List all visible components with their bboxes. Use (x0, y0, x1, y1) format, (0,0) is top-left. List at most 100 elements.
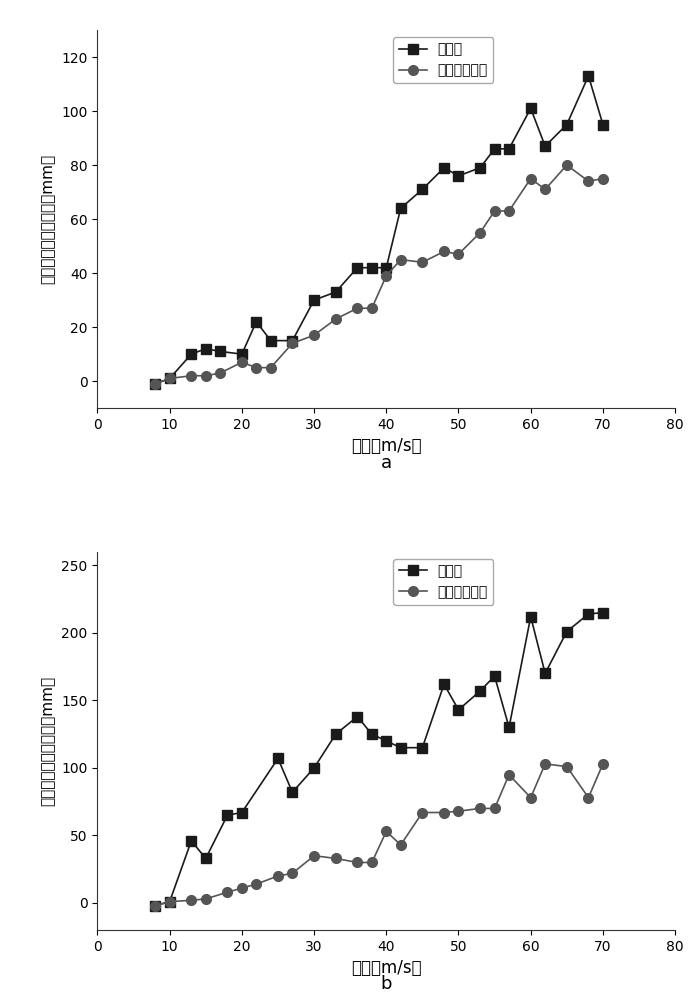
施加抗风措施 (202, 893, 210, 905)
原结构 (440, 162, 448, 174)
原结构 (267, 335, 275, 347)
Text: a: a (381, 454, 392, 472)
施加抗风措施 (267, 362, 275, 374)
施加抗风措施 (476, 802, 484, 814)
原结构 (527, 611, 535, 623)
施加抗风措施 (331, 313, 340, 325)
施加抗风措施 (288, 867, 296, 879)
施加抗风措施 (505, 205, 513, 217)
施加抗风措施 (151, 378, 159, 390)
Y-axis label: 主梁竖向位移根方差（mm）: 主梁竖向位移根方差（mm） (41, 676, 56, 806)
原结构 (454, 704, 463, 716)
施加抗风措施 (252, 878, 260, 890)
施加抗风措施 (541, 183, 549, 195)
施加抗风措施 (354, 302, 362, 314)
施加抗风措施 (527, 792, 535, 804)
施加抗风措施 (397, 839, 405, 851)
施加抗风措施 (562, 761, 571, 773)
施加抗风措施 (166, 372, 174, 384)
施加抗风措施 (187, 370, 196, 382)
原结构 (310, 762, 318, 774)
原结构 (541, 140, 549, 152)
Line: 原结构: 原结构 (150, 608, 608, 911)
施加抗风措施 (367, 856, 376, 868)
施加抗风措施 (505, 769, 513, 781)
施加抗风措施 (562, 159, 571, 171)
施加抗风措施 (354, 856, 362, 868)
原结构 (274, 752, 282, 764)
原结构 (151, 378, 159, 390)
原结构 (382, 262, 390, 274)
施加抗风措施 (252, 362, 260, 374)
原结构 (491, 143, 499, 155)
原结构 (367, 728, 376, 740)
施加抗风措施 (310, 850, 318, 862)
Legend: 原结构, 施加抗风措施: 原结构, 施加抗风措施 (393, 37, 493, 83)
原结构 (187, 835, 196, 847)
原结构 (367, 262, 376, 274)
施加抗风措施 (166, 896, 174, 908)
原结构 (151, 900, 159, 912)
施加抗风措施 (440, 245, 448, 257)
施加抗风措施 (274, 870, 282, 882)
施加抗风措施 (454, 248, 463, 260)
Line: 施加抗风措施: 施加抗风措施 (150, 160, 608, 389)
原结构 (223, 809, 232, 821)
原结构 (354, 711, 362, 723)
原结构 (397, 742, 405, 754)
原结构 (476, 685, 484, 697)
施加抗风措施 (238, 882, 246, 894)
Line: 原结构: 原结构 (150, 71, 608, 389)
原结构 (202, 852, 210, 864)
施加抗风措施 (187, 894, 196, 906)
原结构 (310, 294, 318, 306)
原结构 (288, 786, 296, 798)
施加抗风措施 (223, 886, 232, 898)
施加抗风措施 (418, 256, 427, 268)
施加抗风措施 (418, 807, 427, 819)
原结构 (527, 102, 535, 114)
施加抗风措施 (476, 227, 484, 239)
施加抗风措施 (585, 175, 593, 187)
原结构 (562, 626, 571, 638)
原结构 (202, 343, 210, 355)
Y-axis label: 主梁横向位移根方差（mm）: 主梁横向位移根方差（mm） (41, 154, 56, 284)
施加抗风措施 (541, 758, 549, 770)
施加抗风措施 (382, 825, 390, 837)
施加抗风措施 (491, 802, 499, 814)
原结构 (187, 348, 196, 360)
施加抗风措施 (397, 254, 405, 266)
原结构 (440, 678, 448, 690)
原结构 (166, 896, 174, 908)
施加抗风措施 (238, 356, 246, 368)
原结构 (476, 162, 484, 174)
施加抗风措施 (288, 337, 296, 349)
原结构 (288, 335, 296, 347)
施加抗风措施 (382, 270, 390, 282)
施加抗风措施 (585, 792, 593, 804)
施加抗风措施 (310, 329, 318, 341)
施加抗风措施 (599, 758, 607, 770)
X-axis label: 风速（m/s）: 风速（m/s） (351, 959, 422, 977)
原结构 (166, 372, 174, 384)
原结构 (216, 345, 224, 357)
施加抗风措施 (202, 370, 210, 382)
施加抗风措施 (331, 852, 340, 864)
施加抗风措施 (491, 205, 499, 217)
原结构 (454, 170, 463, 182)
Line: 施加抗风措施: 施加抗风措施 (150, 759, 608, 911)
施加抗风措施 (440, 807, 448, 819)
施加抗风措施 (599, 173, 607, 185)
原结构 (382, 735, 390, 747)
施加抗风措施 (151, 900, 159, 912)
施加抗风措施 (216, 367, 224, 379)
原结构 (491, 670, 499, 682)
Legend: 原结构, 施加抗风措施: 原结构, 施加抗风措施 (393, 559, 493, 605)
原结构 (599, 607, 607, 619)
施加抗风措施 (454, 805, 463, 817)
原结构 (418, 742, 427, 754)
原结构 (505, 721, 513, 733)
原结构 (505, 143, 513, 155)
Text: b: b (381, 975, 392, 993)
原结构 (562, 119, 571, 131)
